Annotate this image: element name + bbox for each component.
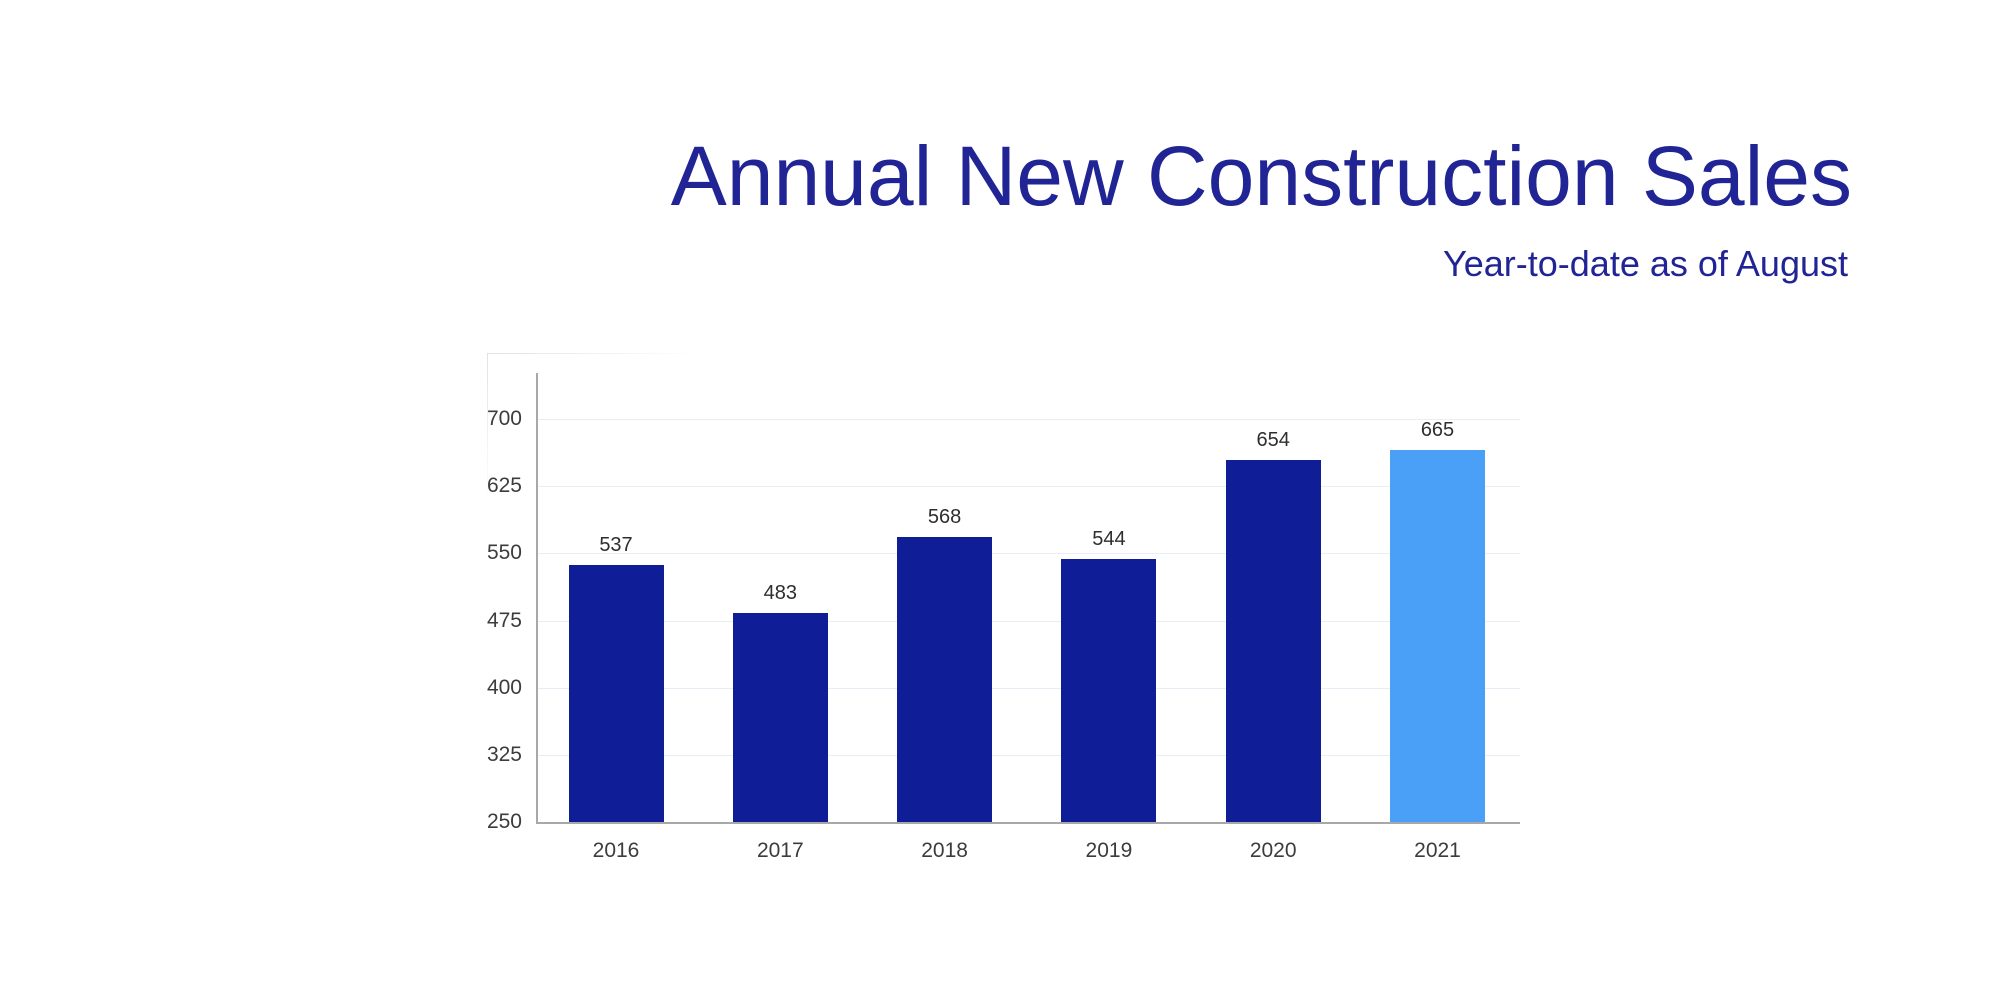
- bar-2018: [897, 537, 993, 822]
- card-edge-top: [487, 353, 702, 354]
- gridline: [536, 486, 1520, 488]
- gridline: [536, 620, 1520, 622]
- bar-2016: [568, 564, 664, 822]
- bar-value-label: 568: [927, 506, 962, 529]
- bar-2020: [1225, 460, 1321, 822]
- x-tick-label: 2020: [1249, 839, 1297, 862]
- y-tick-label: 625: [486, 474, 522, 498]
- card-edge-left: [487, 353, 488, 505]
- bar-2019: [1061, 558, 1157, 822]
- x-tick-label: 2021: [1414, 839, 1461, 862]
- bar-value-label: 483: [763, 582, 797, 605]
- page-title: Annual New Construction Sales: [670, 129, 1852, 223]
- x-axis-line: [536, 822, 1520, 824]
- bar-2017: [732, 613, 828, 822]
- bar-value-label: 544: [1092, 527, 1126, 550]
- y-tick-label: 550: [486, 541, 522, 565]
- page-subtitle: Year-to-date as of August: [1443, 243, 1848, 284]
- y-tick-label: 250: [486, 810, 522, 833]
- gridline: [536, 553, 1520, 555]
- x-tick-label: 2017: [756, 839, 804, 862]
- gridline: [536, 754, 1520, 756]
- y-tick-label: 700: [486, 407, 522, 430]
- bar-value-label: 537: [599, 533, 633, 556]
- x-tick-label: 2016: [592, 839, 640, 862]
- y-tick-label: 325: [486, 742, 522, 766]
- gridline: [536, 687, 1520, 689]
- bar-value-label: 654: [1256, 429, 1290, 452]
- bar-value-label: 665: [1420, 419, 1455, 442]
- bar-2021: [1390, 450, 1485, 822]
- gridline: [536, 419, 1520, 420]
- x-tick-label: 2019: [1085, 839, 1133, 862]
- y-tick-label: 400: [486, 675, 522, 699]
- y-axis-line: [536, 373, 538, 822]
- x-tick-label: 2018: [921, 839, 968, 862]
- y-tick-label: 475: [486, 608, 522, 632]
